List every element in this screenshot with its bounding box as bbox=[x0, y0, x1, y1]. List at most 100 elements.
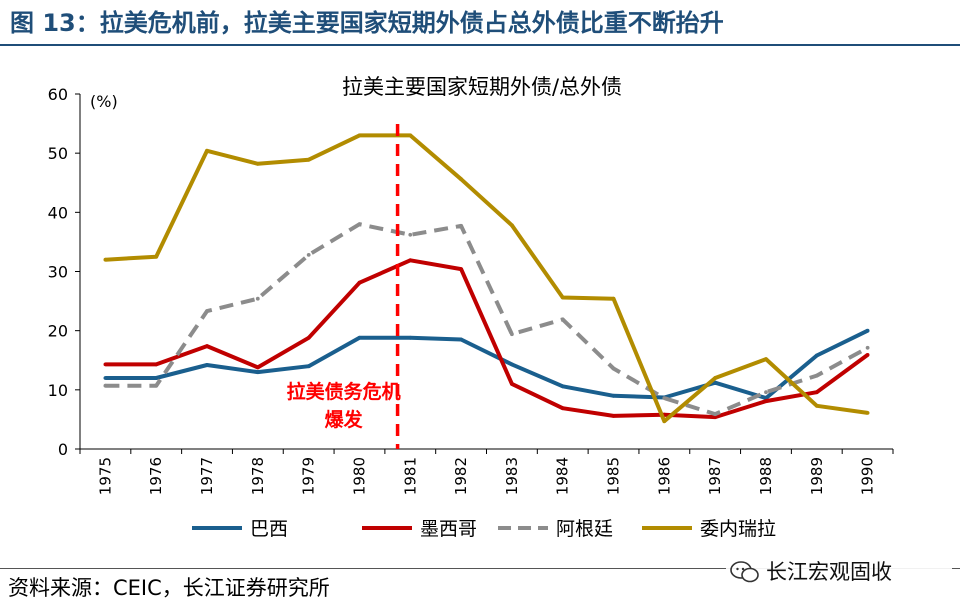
series-line bbox=[105, 258, 869, 420]
data-point bbox=[814, 403, 819, 408]
data-point bbox=[764, 399, 768, 403]
data-point bbox=[408, 133, 413, 138]
data-point bbox=[560, 384, 565, 389]
data-point bbox=[357, 335, 362, 340]
y-tick-label: 50 bbox=[48, 144, 68, 163]
data-point bbox=[611, 414, 616, 418]
data-point bbox=[560, 295, 565, 300]
legend-item: 阿根廷 bbox=[498, 518, 613, 540]
data-point bbox=[154, 254, 159, 259]
data-point bbox=[865, 411, 870, 415]
series-line bbox=[105, 133, 868, 424]
data-point bbox=[103, 383, 108, 388]
source-note: 资料来源：CEIC，长江证券研究所 bbox=[8, 576, 330, 600]
legend-label: 阿根廷 bbox=[556, 518, 613, 540]
data-point bbox=[510, 223, 514, 228]
data-point bbox=[865, 328, 870, 333]
data-point bbox=[814, 373, 819, 378]
data-point bbox=[510, 382, 514, 386]
data-point bbox=[255, 296, 260, 301]
x-tick-label: 1975 bbox=[96, 457, 114, 495]
y-tick-label: 20 bbox=[48, 322, 68, 341]
data-point bbox=[255, 370, 260, 374]
chart-title: 拉美主要国家短期外债/总外债 bbox=[342, 75, 622, 99]
data-point bbox=[611, 393, 616, 398]
data-point bbox=[764, 357, 768, 361]
source-divider bbox=[0, 568, 960, 569]
x-tick-label: 1979 bbox=[300, 457, 318, 495]
watermark: 长江宏观固收 bbox=[726, 556, 952, 588]
data-point bbox=[154, 362, 159, 367]
crisis-marker-label: 拉美债务危机 bbox=[287, 380, 401, 403]
data-point bbox=[255, 365, 260, 370]
series-阿根廷 bbox=[103, 222, 870, 417]
data-point bbox=[662, 396, 667, 400]
legend: 巴西 墨西哥 阿根廷 委内瑞拉 bbox=[192, 518, 776, 540]
x-tick-label: 1980 bbox=[350, 457, 368, 495]
data-point bbox=[306, 364, 311, 369]
data-point bbox=[510, 332, 514, 337]
data-point bbox=[713, 376, 718, 380]
y-tick-label: 30 bbox=[48, 263, 68, 282]
data-point bbox=[205, 309, 209, 313]
data-point bbox=[103, 257, 108, 262]
data-point bbox=[205, 148, 209, 153]
data-point bbox=[814, 390, 819, 395]
series-line bbox=[105, 222, 869, 417]
y-tick-label: 40 bbox=[48, 203, 68, 222]
data-point bbox=[662, 419, 667, 424]
data-point bbox=[357, 133, 362, 138]
data-point bbox=[205, 344, 209, 348]
data-point bbox=[865, 353, 870, 357]
legend-item: 墨西哥 bbox=[362, 518, 477, 540]
data-point bbox=[154, 383, 159, 388]
data-point bbox=[611, 296, 616, 301]
data-point bbox=[306, 157, 311, 162]
data-point bbox=[510, 362, 514, 367]
data-point bbox=[459, 224, 463, 228]
x-tick-label: 1982 bbox=[452, 457, 470, 495]
axes: 0 10 20 30 40 50 60 1975 1976 1977 1978 1979 1980 198… bbox=[48, 85, 894, 495]
title-divider bbox=[0, 44, 960, 46]
data-point bbox=[764, 390, 768, 395]
data-point bbox=[865, 345, 870, 350]
x-tick-label: 1976 bbox=[147, 457, 165, 495]
data-point bbox=[611, 366, 616, 371]
chat-bubble-icon bbox=[730, 561, 759, 583]
y-tick-label: 60 bbox=[48, 85, 68, 104]
data-point bbox=[459, 177, 463, 182]
x-tick-label: 1986 bbox=[655, 457, 673, 495]
x-tick-label: 1977 bbox=[198, 457, 216, 495]
series-委内瑞拉 bbox=[103, 133, 870, 424]
watermark-text: 长江宏观固收 bbox=[766, 560, 892, 584]
data-point bbox=[103, 362, 108, 367]
legend-label: 墨西哥 bbox=[420, 518, 477, 540]
data-point bbox=[255, 161, 260, 166]
crisis-marker-label: 爆发 bbox=[325, 408, 364, 431]
data-point bbox=[408, 232, 413, 237]
data-point bbox=[357, 222, 362, 227]
data-point bbox=[713, 380, 718, 385]
data-point bbox=[560, 317, 565, 322]
y-tick-label: 10 bbox=[48, 381, 68, 400]
y-tick-label: 0 bbox=[58, 440, 68, 459]
series-layer bbox=[103, 133, 870, 424]
data-point bbox=[560, 406, 565, 411]
data-point bbox=[357, 280, 362, 285]
data-point bbox=[103, 376, 108, 380]
data-point bbox=[205, 363, 209, 367]
series-墨西哥 bbox=[103, 258, 870, 420]
legend-label: 委内瑞拉 bbox=[700, 518, 776, 540]
data-point bbox=[459, 267, 463, 271]
data-point bbox=[814, 353, 819, 358]
x-tick-label: 1988 bbox=[757, 457, 775, 495]
line-chart: 拉美主要国家短期外债/总外债 (%) 0 10 20 30 40 50 60 1975 1976… bbox=[48, 75, 894, 540]
data-point bbox=[306, 253, 311, 257]
x-tick-label: 1978 bbox=[249, 457, 267, 495]
x-tick-label: 1985 bbox=[605, 457, 623, 495]
x-tick-label: 1990 bbox=[859, 457, 877, 495]
legend-item: 委内瑞拉 bbox=[642, 518, 776, 540]
data-point bbox=[459, 337, 463, 342]
data-point bbox=[408, 258, 413, 263]
